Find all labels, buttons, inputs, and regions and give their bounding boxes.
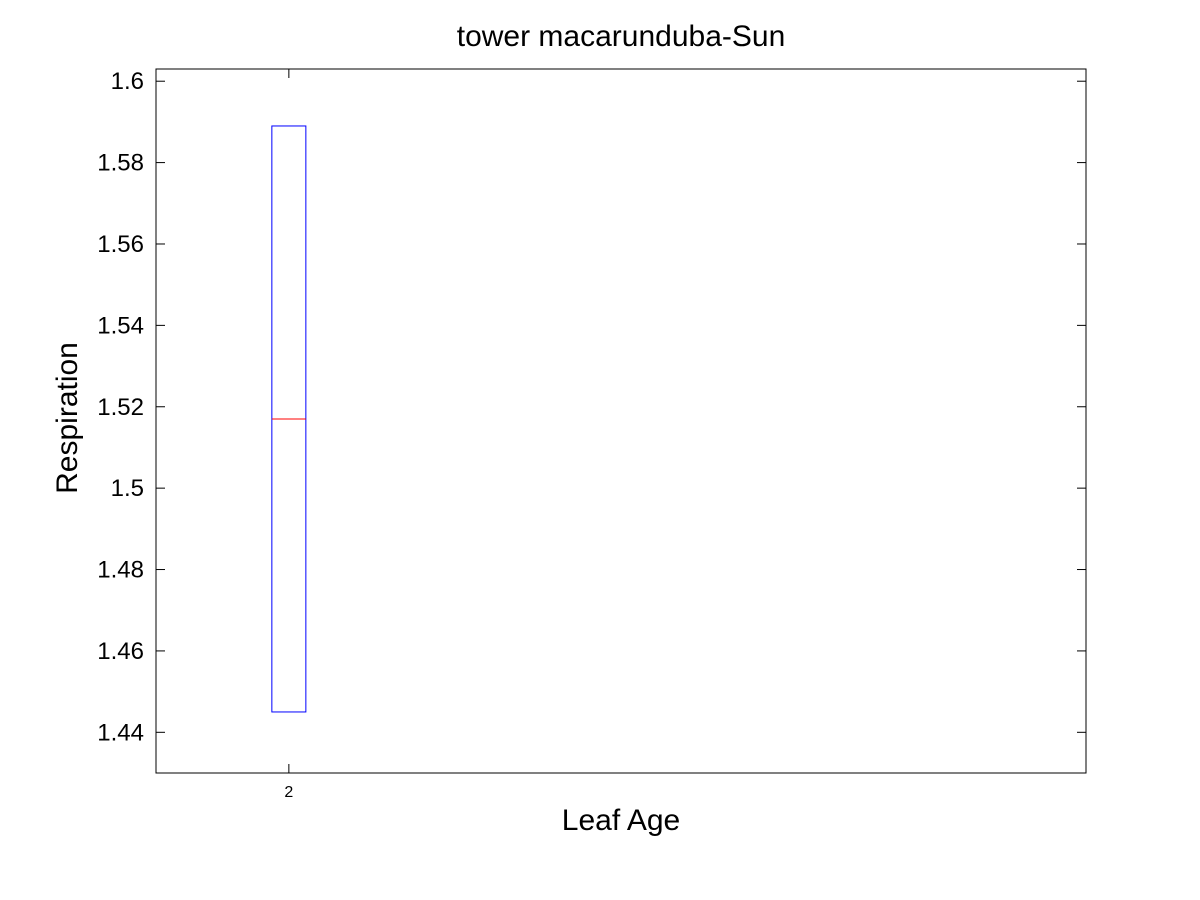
y-axis-ticks (156, 80, 1086, 733)
plot-area (155, 68, 1087, 774)
y-tick-label: 1.52 (97, 394, 144, 421)
y-tick-label: 1.48 (97, 557, 144, 584)
x-tick-label: 2 (284, 784, 293, 801)
y-tick-label: 1.56 (97, 231, 144, 258)
y-axis-tick-labels: 1.44 1.46 1.48 1.5 1.52 1.54 1.56 1.58 1.6 (97, 68, 144, 746)
y-tick-label: 1.44 (97, 719, 144, 746)
y-tick-label: 1.58 (97, 150, 144, 177)
y-tick-label: 1.6 (111, 68, 144, 95)
box-series (271, 125, 307, 713)
x-axis-label: Leaf Age (562, 804, 680, 837)
y-tick-label: 1.5 (111, 475, 144, 502)
y-axis-label: Respiration (51, 342, 84, 494)
y-tick-label: 1.46 (97, 638, 144, 665)
chart-title: tower macarunduba-Sun (457, 20, 786, 53)
y-tick-label: 1.54 (97, 312, 144, 339)
x-axis-tick-labels: 2 (284, 784, 293, 801)
